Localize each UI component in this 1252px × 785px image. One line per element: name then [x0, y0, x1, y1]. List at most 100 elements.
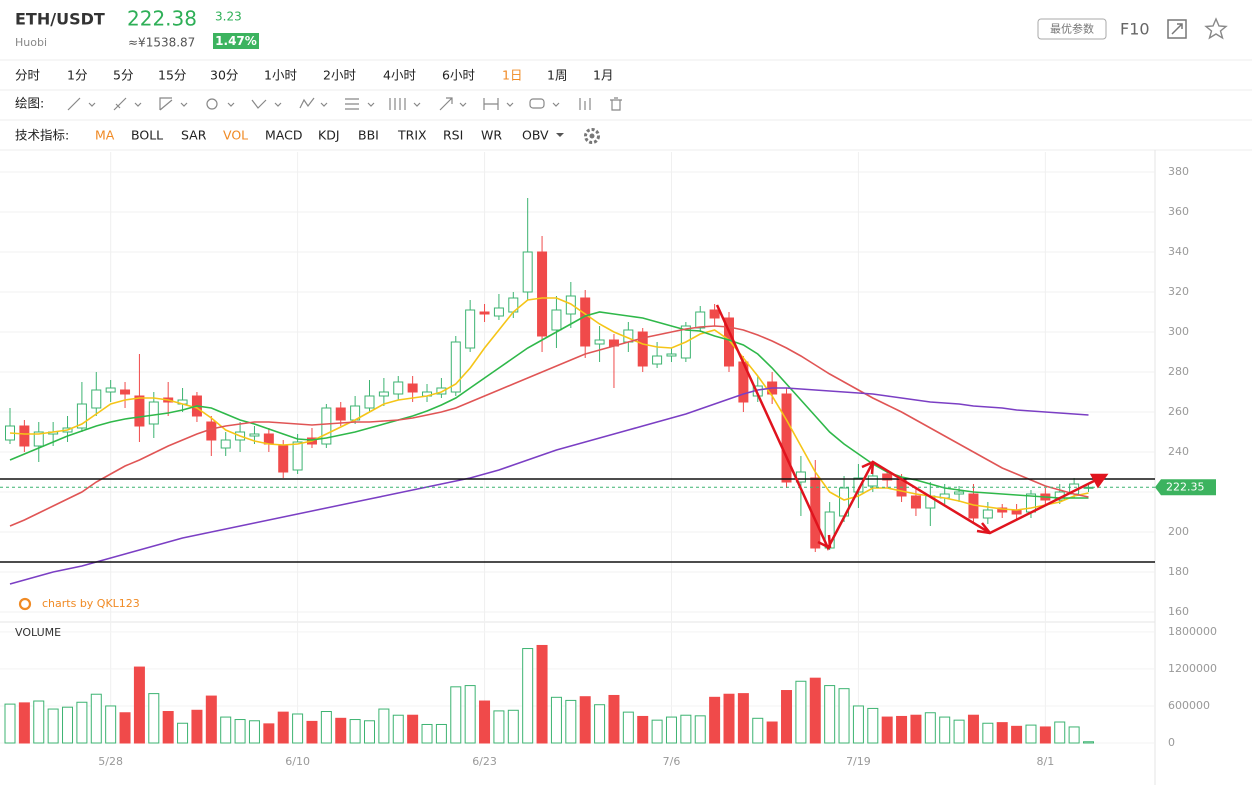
plot: 5/286/106/237/67/198/1160180200220240260… [0, 152, 1217, 768]
change-pct-box [213, 33, 259, 49]
candle-body [120, 389, 131, 395]
candle-body [134, 395, 145, 427]
volume-bar [33, 700, 45, 744]
period-tab[interactable]: 1小时 [264, 68, 297, 83]
volume-bar [939, 716, 951, 744]
candle-body [637, 331, 648, 367]
arrowhead [976, 522, 991, 535]
volume-bar [550, 696, 562, 744]
arrowhead [817, 534, 832, 550]
candle-body [91, 389, 102, 409]
period-tab[interactable]: 15分 [158, 68, 186, 83]
volume-bar [1083, 741, 1094, 744]
watermark-logo [18, 597, 32, 611]
candle-body [378, 391, 389, 397]
candle-body [335, 407, 346, 421]
period-tab[interactable]: 5分 [113, 68, 133, 83]
period-tab[interactable]: 2小时 [323, 68, 356, 83]
volume-bar [507, 709, 519, 744]
period-tab[interactable]: 30分 [210, 68, 238, 83]
indicator-tab[interactable]: BOLL [131, 128, 163, 143]
candle-body [206, 421, 217, 441]
volume-bar [766, 721, 778, 744]
indicator-bar: 技术指标: MA BOLL SAR VOL MACD KDJ BBI TRIX RSI WR OBV [15, 128, 600, 144]
symbol: ETH/USDT [15, 10, 105, 29]
y-tick-label: 240 [1168, 445, 1189, 458]
volume-bar [594, 704, 606, 744]
y-tick-label: 0 [1168, 736, 1175, 749]
drawing-toolbar: 绘图: [15, 96, 622, 111]
volume-bar [1011, 725, 1023, 744]
period-tab[interactable]: 6小时 [442, 68, 475, 83]
fullscreen-icon[interactable] [1167, 19, 1187, 39]
period-tab[interactable]: 分时 [15, 68, 41, 83]
indicator-tab[interactable]: MACD [265, 128, 302, 143]
indicator-tab[interactable]: SAR [181, 128, 207, 143]
indicator-tab[interactable]: OBV [522, 128, 549, 143]
period-tab[interactable]: 1周 [547, 68, 567, 83]
volume-bar [18, 702, 30, 744]
favorite-icon[interactable] [1204, 17, 1228, 40]
indicator-tab[interactable]: RSI [443, 128, 463, 143]
moving-average-line [9, 297, 1089, 511]
candle-body [278, 445, 289, 473]
volume-bar [579, 696, 591, 744]
moving-average-line [9, 387, 1089, 585]
candle-body [263, 433, 274, 445]
candle-body [867, 475, 878, 487]
candle-body [292, 441, 303, 471]
volume-bar [665, 716, 677, 744]
volume-bar [205, 695, 217, 744]
volume-bar [364, 720, 375, 744]
volume-bar [809, 677, 821, 744]
moving-average-line [9, 311, 1089, 499]
f10-button[interactable]: F10 [1120, 20, 1150, 39]
period-tab[interactable]: 1月 [593, 68, 613, 83]
candle-body [479, 311, 490, 315]
indicator-tab[interactable]: WR [481, 128, 502, 143]
indicator-tab[interactable]: TRIX [397, 128, 427, 143]
candle-body [33, 431, 44, 447]
candle-body [709, 309, 720, 319]
volume-bar [493, 710, 505, 744]
settings-icon[interactable] [584, 128, 600, 144]
indicator-tab[interactable]: BBI [358, 128, 379, 143]
y-tick-label: 1200000 [1168, 662, 1217, 675]
volume-bar [536, 644, 548, 744]
volume-bar [522, 648, 534, 744]
volume-bar [4, 703, 16, 744]
drawing-tools[interactable] [67, 97, 622, 111]
candle-body [954, 491, 965, 495]
candle-body [594, 339, 605, 345]
volume-bar [378, 708, 390, 744]
volume-bar [852, 705, 864, 744]
period-tab[interactable]: 1分 [67, 68, 87, 83]
candle-body [882, 473, 893, 481]
best-params-label[interactable]: 最优参数 [1050, 22, 1094, 36]
indicator-tab[interactable]: MA [95, 128, 115, 143]
volume-bar [910, 714, 922, 744]
volume-bar [148, 693, 160, 744]
volume-bar [450, 686, 462, 744]
indicator-tab[interactable]: VOL [223, 128, 248, 143]
volume-bar [565, 699, 577, 744]
price: 222.38 [127, 7, 197, 31]
volume-bar [464, 685, 476, 744]
period-tab[interactable]: 4小时 [383, 68, 416, 83]
trend-annotations [715, 304, 1109, 551]
volume-bar [1068, 726, 1080, 744]
indicator-tab[interactable]: KDJ [318, 128, 340, 143]
indicator-label: 技术指标: [15, 128, 69, 143]
dropdown-caret[interactable] [556, 133, 564, 137]
volume-bar [622, 711, 634, 744]
arrowhead [861, 460, 875, 475]
volume-bar [234, 719, 246, 744]
y-tick-label: 600000 [1168, 699, 1210, 712]
best-params-button[interactable] [1037, 18, 1107, 40]
volume-bar [162, 711, 174, 744]
candle-body [105, 387, 116, 393]
volume-bar [651, 719, 663, 744]
cny-price: ≈¥1538.87 [128, 36, 195, 50]
exchange: Huobi [15, 36, 47, 49]
period-tab[interactable]: 1日 [502, 68, 522, 83]
